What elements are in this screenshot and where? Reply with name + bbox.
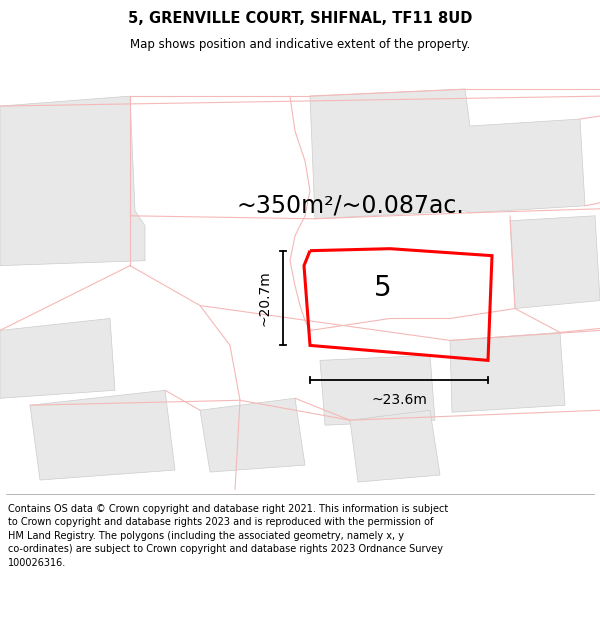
Text: ~350m²/~0.087ac.: ~350m²/~0.087ac.	[236, 194, 464, 218]
Polygon shape	[0, 96, 145, 266]
Text: 5: 5	[374, 274, 391, 302]
Polygon shape	[350, 410, 440, 482]
Text: 5, GRENVILLE COURT, SHIFNAL, TF11 8UD: 5, GRENVILLE COURT, SHIFNAL, TF11 8UD	[128, 11, 472, 26]
Polygon shape	[0, 319, 115, 398]
Polygon shape	[30, 390, 175, 480]
Polygon shape	[320, 356, 435, 425]
Text: ~20.7m: ~20.7m	[258, 270, 272, 326]
Text: ~23.6m: ~23.6m	[371, 393, 427, 408]
Text: Contains OS data © Crown copyright and database right 2021. This information is : Contains OS data © Crown copyright and d…	[8, 504, 448, 568]
Text: Map shows position and indicative extent of the property.: Map shows position and indicative extent…	[130, 39, 470, 51]
Polygon shape	[510, 216, 600, 309]
Polygon shape	[450, 332, 565, 412]
Polygon shape	[200, 398, 305, 472]
Polygon shape	[310, 89, 585, 219]
